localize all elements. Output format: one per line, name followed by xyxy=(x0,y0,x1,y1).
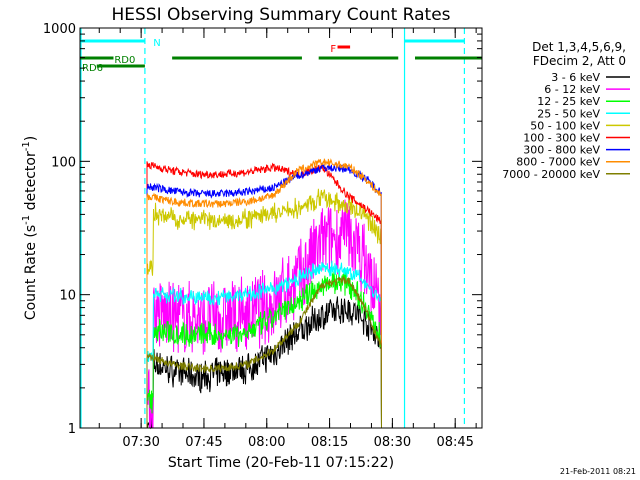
legend-entry-label: 12 - 25 keV xyxy=(537,95,600,108)
series-line-7 xyxy=(146,158,382,429)
series-line-4 xyxy=(146,188,382,429)
series-line-6 xyxy=(146,162,382,429)
plot-frame xyxy=(79,27,483,429)
legend-entry-label: 50 - 100 keV xyxy=(530,119,600,132)
legend-entry-label: 800 - 7000 keV xyxy=(516,156,600,169)
series-line-3 xyxy=(146,260,382,429)
legend-entry-label: 3 - 6 keV xyxy=(551,71,600,84)
legend-header-line-1: Det 1,3,4,5,6,9, xyxy=(532,40,626,54)
flag-label: RD6 xyxy=(82,63,103,74)
legend-entry-label: 300 - 800 keV xyxy=(523,144,600,157)
y-tick-label: 100 xyxy=(51,155,76,170)
x-tick-label: 08:15 xyxy=(311,435,348,450)
timestamp: 21-Feb-2011 08:21 xyxy=(560,467,636,476)
series-line-5 xyxy=(146,161,382,429)
y-axis-label-sup2: -1 xyxy=(21,141,32,151)
y-tick-label: 1 xyxy=(68,422,76,437)
x-tick-label: 08:30 xyxy=(374,435,411,450)
flag-label: F xyxy=(330,44,336,55)
legend-entry-label: 7000 - 20000 keV xyxy=(502,168,600,181)
x-tick-label: 07:45 xyxy=(185,435,222,450)
marker-layer: N F RD0 RD6 xyxy=(80,28,482,428)
y-axis-label-mid: detector xyxy=(23,151,39,215)
x-tick-label: 08:00 xyxy=(248,435,285,450)
series-line-2 xyxy=(146,268,382,429)
axis-layer: 1 10 100 1000 07:30 07:45 08:00 08:15 08:30 08:45 xyxy=(43,22,482,450)
series-line-0 xyxy=(146,296,382,430)
flag-label: N xyxy=(153,38,160,49)
y-tick-label: 1000 xyxy=(43,22,76,37)
y-tick-label: 10 xyxy=(59,289,76,304)
series-line-8 xyxy=(146,275,382,429)
legend-entry-label: 100 - 300 keV xyxy=(523,132,600,145)
y-axis-label-sup1: -1 xyxy=(21,215,32,225)
x-axis-label: Start Time (20-Feb-11 07:15:22) xyxy=(168,455,394,471)
y-axis-label-main: Count Rate (s xyxy=(23,225,39,320)
legend-entry-label: 25 - 50 keV xyxy=(537,107,600,120)
series-layer xyxy=(146,158,382,430)
chart-title: HESSI Observing Summary Count Rates xyxy=(111,5,450,25)
legend-header-line-2: FDecim 2, Att 0 xyxy=(533,54,626,68)
y-axis-label-end: ) xyxy=(23,136,39,141)
legend-entry-label: 6 - 12 keV xyxy=(544,83,600,96)
y-axis-label: Count Rate (s-1 detector-1) xyxy=(21,136,39,320)
legend: Det 1,3,4,5,6,9, FDecim 2, Att 0 3 - 6 k… xyxy=(502,40,630,181)
x-tick-label: 08:45 xyxy=(436,435,473,450)
x-tick-label: 07:30 xyxy=(122,435,159,450)
flag-label: RD0 xyxy=(114,55,135,66)
